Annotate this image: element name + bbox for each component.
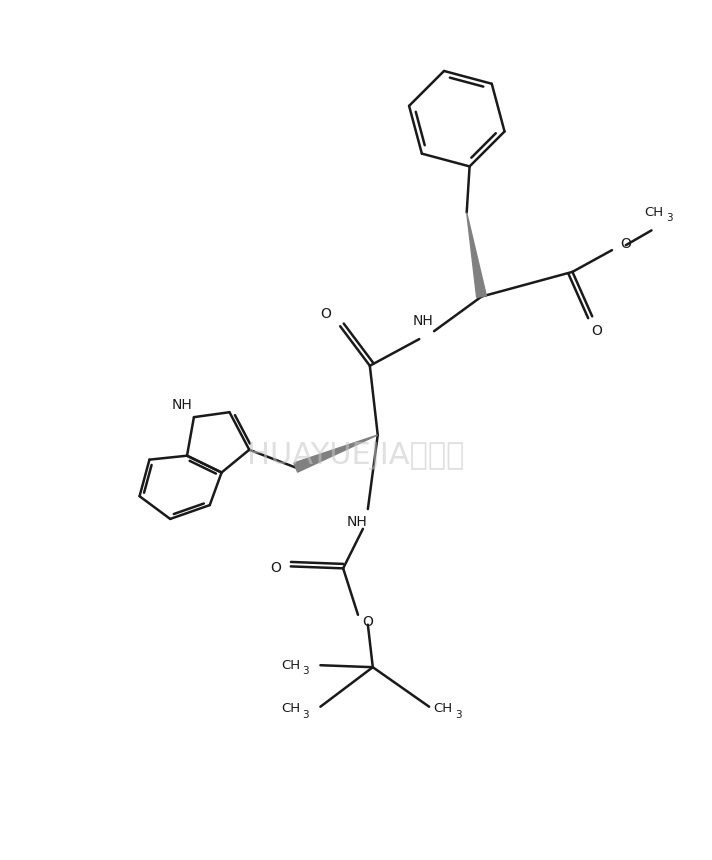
Text: O: O	[592, 324, 602, 338]
Text: CH: CH	[281, 659, 300, 672]
Polygon shape	[466, 212, 486, 298]
Text: O: O	[362, 615, 373, 629]
Text: CH: CH	[433, 703, 452, 716]
Text: NH: NH	[413, 314, 434, 329]
Text: 3: 3	[455, 710, 461, 720]
Text: 3: 3	[303, 666, 309, 676]
Text: NH: NH	[347, 515, 367, 529]
Polygon shape	[294, 435, 378, 472]
Text: NH: NH	[172, 398, 192, 412]
Text: O: O	[320, 307, 331, 322]
Text: O: O	[271, 562, 281, 575]
Text: CH: CH	[644, 206, 664, 219]
Text: O: O	[620, 237, 631, 251]
Text: 3: 3	[303, 710, 309, 720]
Text: HUAYUEJIA化学加: HUAYUEJIA化学加	[247, 441, 465, 470]
Text: 3: 3	[666, 212, 673, 223]
Text: CH: CH	[281, 703, 300, 716]
